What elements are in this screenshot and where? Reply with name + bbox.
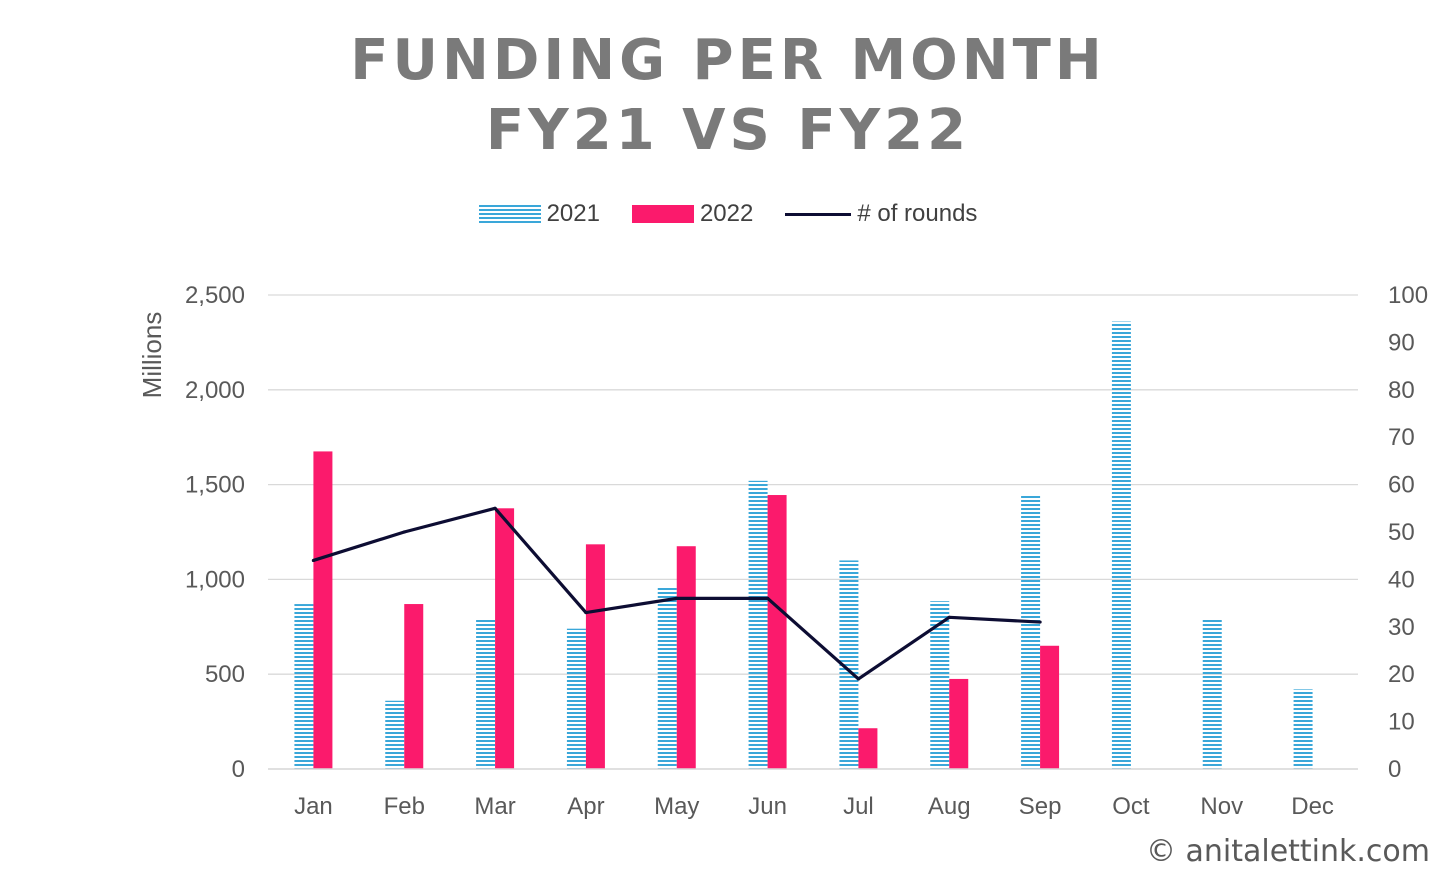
x-axis-tick-label: Sep [1019, 793, 1062, 820]
bar-2022 [676, 546, 696, 769]
bar-2021 [1021, 494, 1041, 769]
x-axis-tick-label: Aug [928, 793, 971, 820]
y-axis-left-tick-label: 2,000 [185, 377, 245, 404]
bar-2021 [1202, 619, 1222, 769]
bar-2022 [313, 451, 333, 769]
bar-2021 [930, 601, 950, 769]
rounds-point [1038, 620, 1042, 624]
legend-label-2021: 2021 [546, 200, 600, 227]
x-axis-tick-label: Dec [1291, 793, 1334, 820]
y-axis-right-tick-label: 10 [1388, 709, 1415, 736]
y-axis-right-tick-label: 40 [1388, 566, 1415, 593]
y-axis-right-tick-label: 60 [1388, 472, 1415, 499]
y-axis-right-tick-label: 70 [1388, 424, 1415, 451]
x-axis-tick-label: Feb [384, 793, 425, 820]
bar-2022 [495, 508, 515, 769]
axes: 0 500 1,000 1,500 2,000 2,500 0 10 20 30 40 50 60 70 8… [137, 282, 1428, 820]
y-axis-right-tick-label: 80 [1388, 377, 1415, 404]
y-axis-left-tick-label: 2,500 [185, 282, 245, 309]
legend-label-2022: 2022 [699, 200, 754, 227]
x-axis-tick-label: Jan [294, 793, 333, 820]
bar-2022 [404, 604, 424, 769]
rounds-line-layer [311, 506, 1042, 681]
legend-swatch-rounds [785, 212, 852, 216]
bar-2022 [858, 728, 878, 769]
bar-2021 [385, 700, 405, 769]
y-axis-left-tick-label: 1,000 [185, 566, 245, 593]
rounds-point [584, 610, 588, 615]
legend-item-2021: 2021 [478, 200, 600, 228]
credit-text: © anitalettink.com [1145, 834, 1430, 869]
y-axis-left-tick-label: 500 [205, 661, 245, 688]
chart-title-line-2: FY21 VS FY22 [485, 98, 971, 163]
legend-label-rounds: # of rounds [857, 200, 978, 227]
y-axis-right-tick-label: 20 [1388, 661, 1415, 688]
x-axis-tick-label: Jul [843, 793, 874, 820]
bar-2022 [585, 544, 605, 769]
rounds-point [311, 558, 316, 563]
legend-swatch-2022 [631, 205, 694, 223]
bar-2021 [839, 560, 859, 769]
y-axis-left-tick-label: 1,500 [185, 472, 245, 499]
rounds-point [493, 506, 497, 510]
x-axis-tick-label: Mar [474, 793, 515, 820]
bar-2021 [294, 604, 314, 769]
rounds-point [947, 615, 951, 619]
x-axis-tick-label: Jun [748, 793, 787, 820]
y-axis-title: Millions [137, 312, 167, 399]
gridlines [268, 294, 1358, 770]
bars [294, 321, 1313, 769]
bar-2022 [767, 495, 787, 769]
y-axis-right-tick-label: 50 [1388, 519, 1415, 546]
legend-item-2022: 2022 [631, 200, 754, 228]
bar-2021 [1111, 321, 1131, 769]
legend: 2021 2022 # of rounds [0, 196, 1456, 232]
bar-2022 [1040, 645, 1060, 769]
rounds-point [402, 530, 406, 534]
x-axis-tick-label: Oct [1112, 793, 1150, 820]
y-axis-right-tick-label: 0 [1388, 756, 1401, 783]
rounds-point [765, 596, 770, 600]
x-axis-tick-label: Nov [1200, 793, 1243, 820]
rounds-point [675, 596, 679, 600]
bar-2021 [748, 480, 768, 769]
y-axis-left-tick-label: 0 [232, 756, 245, 783]
y-axis-right-tick-label: 100 [1388, 282, 1428, 309]
x-axis-tick-label: May [654, 793, 699, 820]
legend-item-rounds: # of rounds [785, 200, 977, 228]
bar-2021 [566, 628, 586, 769]
rounds-point [856, 677, 861, 681]
bar-2021 [657, 586, 677, 769]
bar-2021 [476, 618, 496, 769]
bar-2021 [1293, 689, 1313, 769]
chart-title-line-1: FUNDING PER MONTH [350, 28, 1106, 93]
legend-swatch-2021 [478, 205, 541, 223]
bar-2022 [949, 678, 969, 769]
x-axis-tick-label: Apr [567, 793, 604, 820]
y-axis-right-tick-label: 90 [1388, 329, 1415, 356]
y-axis-right-tick-label: 30 [1388, 614, 1415, 641]
